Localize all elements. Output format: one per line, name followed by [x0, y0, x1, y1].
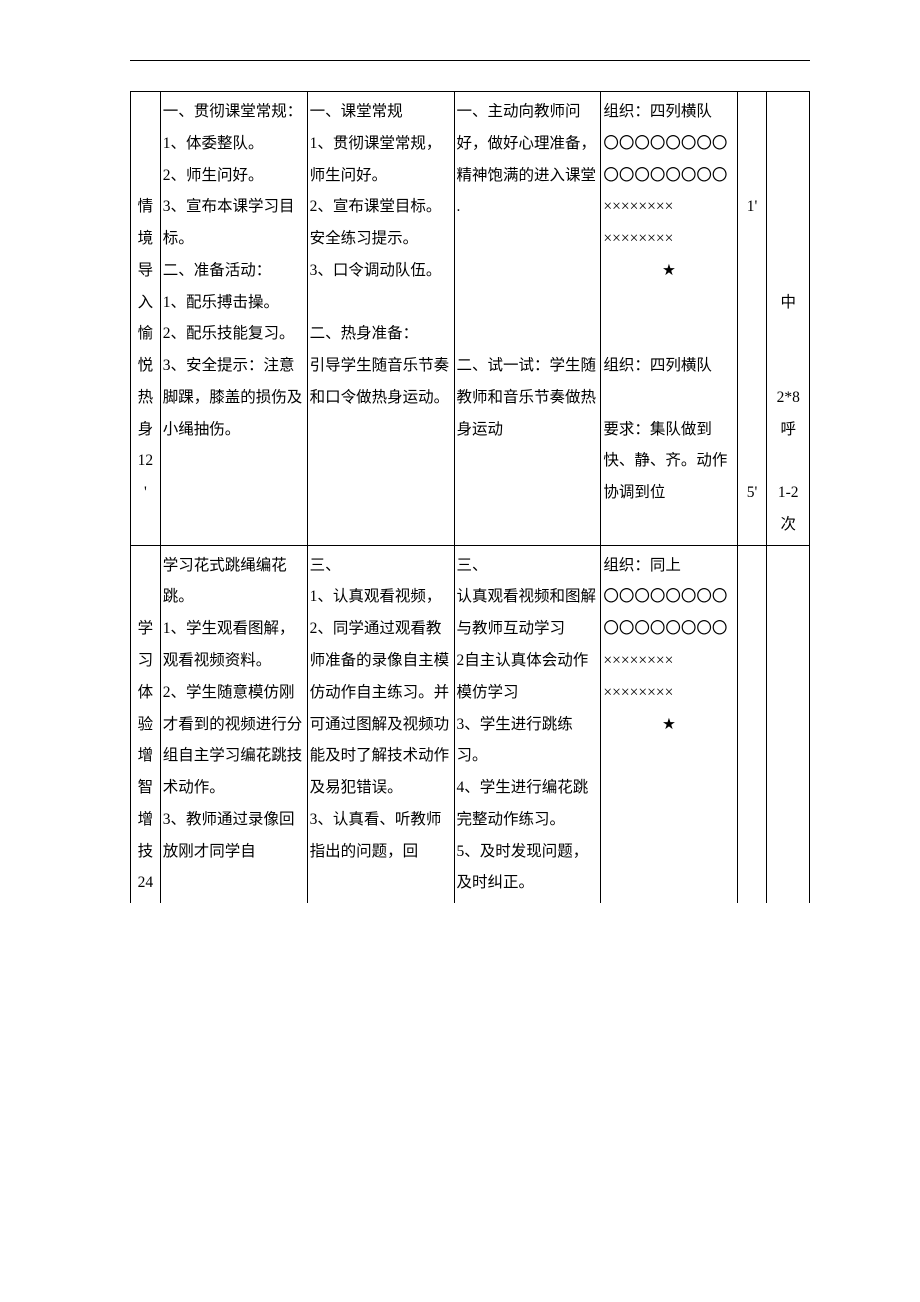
time-spacer: [740, 255, 765, 287]
intensity-reps: 次: [769, 509, 807, 541]
phase-char: 技: [133, 836, 158, 868]
teacher-cell: 一、课堂常规 1、贯彻课堂常规，师生问好。 2、宣布课堂目标。安全练习提示。 3…: [307, 92, 454, 546]
phase-char: ': [133, 477, 158, 509]
header-underline: [130, 60, 810, 61]
phase-char: 境: [133, 223, 158, 255]
intensity-reps: 2*8: [769, 382, 807, 414]
time-spacer: [740, 350, 765, 382]
time-spacer: [740, 414, 765, 446]
org-spacer: [603, 382, 734, 414]
org-spacer: [603, 318, 734, 350]
org-formation: 〇〇〇〇〇〇〇〇 〇〇〇〇〇〇〇〇 ×××××××× ××××××××: [603, 581, 734, 708]
phase-char: 智: [133, 772, 158, 804]
time-spacer: [740, 445, 765, 477]
time-spacer: [740, 96, 765, 128]
phase-char: 悦: [133, 350, 158, 382]
phase-char: 入: [133, 287, 158, 319]
teacher-star-icon: ★: [603, 255, 734, 287]
intensity-cell: [767, 545, 810, 903]
phase-char: [133, 128, 158, 160]
org-requirements: 要求：集队做到快、静、齐。动作协调到位: [603, 414, 734, 509]
intensity-spacer: [769, 128, 807, 160]
intensity-spacer: [769, 191, 807, 223]
intensity-label: 中: [769, 287, 807, 319]
time-spacer: [740, 223, 765, 255]
time-value: 1': [740, 191, 765, 223]
document-page: 情 境 导 入 愉 悦 热 身 12 ' 一、贯彻课堂常规： 1、体委整队。 2…: [0, 0, 920, 943]
intensity-spacer: [769, 255, 807, 287]
student-cell: 三、 认真观看视频和图解与教师互动学习 2自主认真体会动作模仿学习 3、学生进行…: [454, 545, 601, 903]
phase-char: 情: [133, 191, 158, 223]
phase-char: [133, 160, 158, 192]
content-cell: 一、贯彻课堂常规： 1、体委整队。 2、师生问好。 3、宣布本课学习目标。 二、…: [160, 92, 307, 546]
org-formation: 〇〇〇〇〇〇〇〇 〇〇〇〇〇〇〇〇 ×××××××× ××××××××: [603, 128, 734, 255]
phase-cell: 情 境 导 入 愉 悦 热 身 12 ': [131, 92, 161, 546]
phase-char: 热: [133, 382, 158, 414]
phase-char: [133, 581, 158, 613]
teacher-star-icon: ★: [603, 709, 734, 741]
org-spacer: [603, 287, 734, 319]
table-row: 学 习 体 验 增 智 增 技 24 学习花式跳绳编花跳。 1、学生观看图解，观…: [131, 545, 810, 903]
time-spacer: [740, 160, 765, 192]
phase-char: [133, 96, 158, 128]
phase-char: 愉: [133, 318, 158, 350]
intensity-spacer: [769, 445, 807, 477]
intensity-spacer: [769, 223, 807, 255]
content-cell: 学习花式跳绳编花跳。 1、学生观看图解，观看视频资料。 2、学生随意模仿刚才看到…: [160, 545, 307, 903]
time-cell: 1' 5': [737, 92, 767, 546]
phase-char: 增: [133, 804, 158, 836]
time-spacer: [740, 318, 765, 350]
intensity-spacer: [769, 160, 807, 192]
student-cell: 一、主动向教师问好，做好心理准备，精神饱满的进入课堂 . 二、试一试：学生随教师…: [454, 92, 601, 546]
table-row: 情 境 导 入 愉 悦 热 身 12 ' 一、贯彻课堂常规： 1、体委整队。 2…: [131, 92, 810, 546]
org-title: 组织：四列横队: [603, 350, 734, 382]
phase-char: 导: [133, 255, 158, 287]
phase-char: 增: [133, 740, 158, 772]
teacher-cell: 三、 1、认真观看视频， 2、同学通过观看教师准备的录像自主模仿动作自主练习。并…: [307, 545, 454, 903]
phase-char: 学: [133, 613, 158, 645]
phase-char: 24: [133, 867, 158, 899]
phase-char: 验: [133, 709, 158, 741]
org-title: 组织：四列横队: [603, 96, 734, 128]
phase-char: [133, 550, 158, 582]
phase-char: 体: [133, 677, 158, 709]
intensity-spacer: [769, 96, 807, 128]
organization-cell: 组织：同上 〇〇〇〇〇〇〇〇 〇〇〇〇〇〇〇〇 ×××××××× ×××××××…: [601, 545, 737, 903]
intensity-reps: 1-2: [769, 477, 807, 509]
intensity-spacer: [769, 318, 807, 350]
lesson-plan-table: 情 境 导 入 愉 悦 热 身 12 ' 一、贯彻课堂常规： 1、体委整队。 2…: [130, 91, 810, 903]
time-spacer: [740, 382, 765, 414]
intensity-cell: 中 2*8 呼 1-2 次: [767, 92, 810, 546]
phase-char: 身: [133, 414, 158, 446]
intensity-spacer: [769, 350, 807, 382]
intensity-reps: 呼: [769, 414, 807, 446]
phase-cell: 学 习 体 验 增 智 增 技 24: [131, 545, 161, 903]
time-spacer: [740, 287, 765, 319]
time-value: 5': [740, 477, 765, 509]
phase-char: 12: [133, 445, 158, 477]
time-cell: [737, 545, 767, 903]
org-title: 组织：同上: [603, 550, 734, 582]
phase-char: 习: [133, 645, 158, 677]
time-spacer: [740, 128, 765, 160]
organization-cell: 组织：四列横队 〇〇〇〇〇〇〇〇 〇〇〇〇〇〇〇〇 ×××××××× ×××××…: [601, 92, 737, 546]
